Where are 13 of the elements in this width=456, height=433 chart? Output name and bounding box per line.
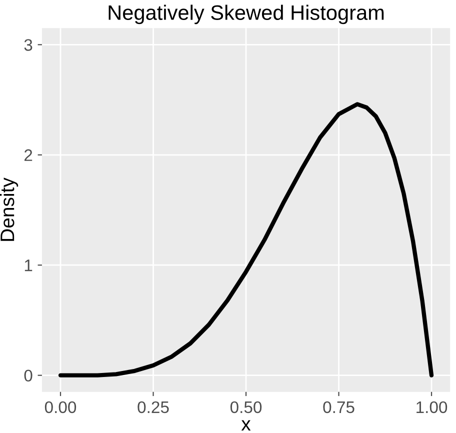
y-tick-label: 3 [24, 39, 32, 51]
chart-title: Negatively Skewed Histogram [108, 4, 384, 24]
x-tick-label: 0.25 [138, 401, 169, 414]
y-tick-label: 0 [24, 370, 32, 382]
y-tick-label: 1 [24, 260, 32, 272]
x-axis-title: x [241, 420, 251, 431]
x-tick-label: 0.50 [230, 401, 262, 414]
x-tick-label: 1.00 [416, 401, 448, 414]
x-tick-label: 0.00 [44, 401, 76, 414]
y-tick-label: 2 [24, 149, 32, 161]
line-series [58, 102, 434, 378]
x-tick-label: 0.75 [323, 401, 354, 414]
y-axis-title: Density [0, 178, 18, 241]
